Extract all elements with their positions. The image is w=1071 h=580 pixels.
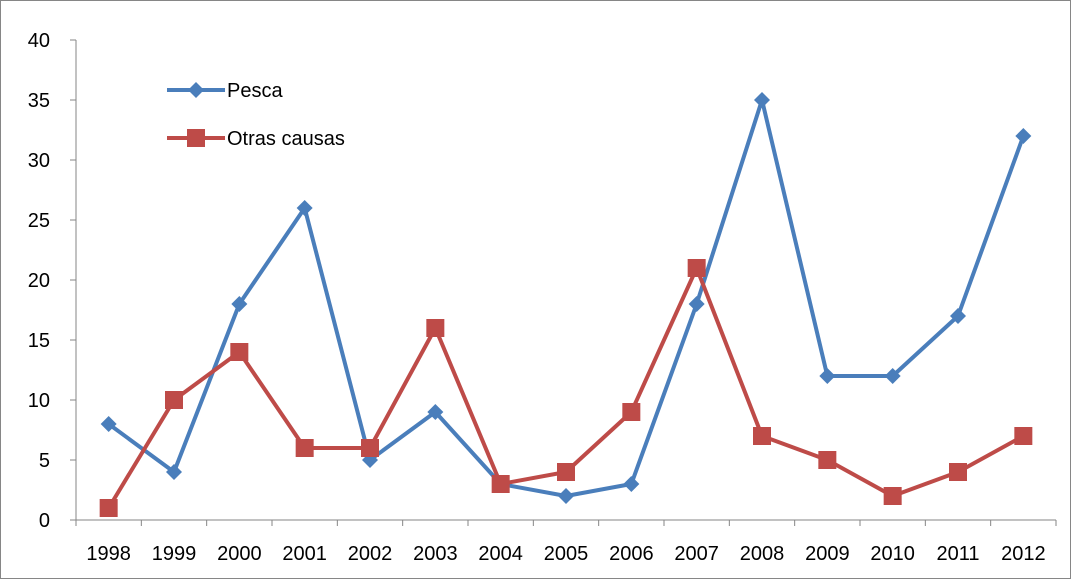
- data-point: [754, 92, 770, 108]
- x-tick-label: 2005: [544, 543, 589, 565]
- data-point: [1015, 128, 1032, 144]
- data-point: [950, 308, 966, 324]
- series-layer: [99, 92, 1033, 517]
- x-tick-label: 2003: [413, 543, 458, 565]
- y-tick-label: 40: [28, 30, 50, 52]
- data-point: [687, 259, 706, 277]
- legend-marker: [188, 82, 204, 98]
- y-tick-label: 20: [28, 270, 50, 292]
- y-tick-label: 5: [39, 450, 50, 472]
- x-tick-label: 2002: [348, 543, 393, 565]
- data-point: [296, 200, 313, 216]
- x-tick-label: 2001: [282, 543, 327, 565]
- data-point: [99, 499, 118, 517]
- data-point: [230, 343, 249, 361]
- data-point: [883, 487, 902, 505]
- x-tick-label: 2011: [936, 543, 979, 565]
- series-pesca: [100, 92, 1032, 504]
- legend: Pesca Otras causas: [167, 80, 345, 150]
- series-otras-causas: [99, 259, 1033, 517]
- data-point: [166, 464, 182, 480]
- data-point: [623, 476, 640, 492]
- data-point: [1014, 427, 1033, 445]
- x-tick-label: 1999: [152, 543, 197, 565]
- data-point: [426, 319, 445, 337]
- data-point: [165, 391, 183, 409]
- x-tick-label: 1998: [86, 543, 131, 565]
- data-point: [949, 463, 967, 481]
- legend-marker: [187, 129, 205, 147]
- data-point: [361, 439, 379, 457]
- y-tick-label: 10: [28, 390, 50, 412]
- x-tick-label: 2010: [870, 543, 915, 565]
- series-line: [107, 98, 1026, 498]
- legend-item: Otras causas: [167, 128, 345, 150]
- x-tick-label: 2008: [740, 543, 785, 565]
- data-point: [818, 451, 837, 469]
- data-point: [753, 427, 771, 445]
- data-point: [557, 463, 575, 481]
- axes: 0 5 10 15 20 25 30 35 40 1998 1999 2000 2001 2002 2003…: [28, 30, 1057, 565]
- x-tick-label: 2009: [805, 543, 850, 565]
- data-point: [427, 404, 444, 420]
- x-tick-label: 2012: [1001, 543, 1046, 565]
- x-tick-label: 2006: [609, 543, 654, 565]
- y-tick-label: 25: [28, 210, 50, 232]
- legend-label: Pesca: [227, 80, 283, 102]
- data-point: [819, 368, 836, 384]
- legend-item: Pesca: [167, 80, 283, 102]
- data-point: [295, 439, 314, 457]
- data-point: [688, 296, 705, 312]
- data-point: [884, 368, 901, 384]
- data-point: [491, 475, 510, 493]
- data-point: [231, 296, 248, 312]
- data-point: [100, 416, 117, 432]
- y-tick-label: 15: [28, 330, 50, 352]
- data-point: [622, 403, 641, 421]
- y-tick-label: 30: [28, 150, 50, 172]
- data-point: [558, 488, 574, 504]
- x-tick-label: 2007: [674, 543, 719, 565]
- x-tick-label: 2004: [478, 543, 523, 565]
- y-tick-label: 0: [39, 510, 50, 532]
- legend-label: Otras causas: [227, 128, 345, 150]
- x-tick-label: 2000: [217, 543, 262, 565]
- y-tick-label: 35: [28, 90, 50, 112]
